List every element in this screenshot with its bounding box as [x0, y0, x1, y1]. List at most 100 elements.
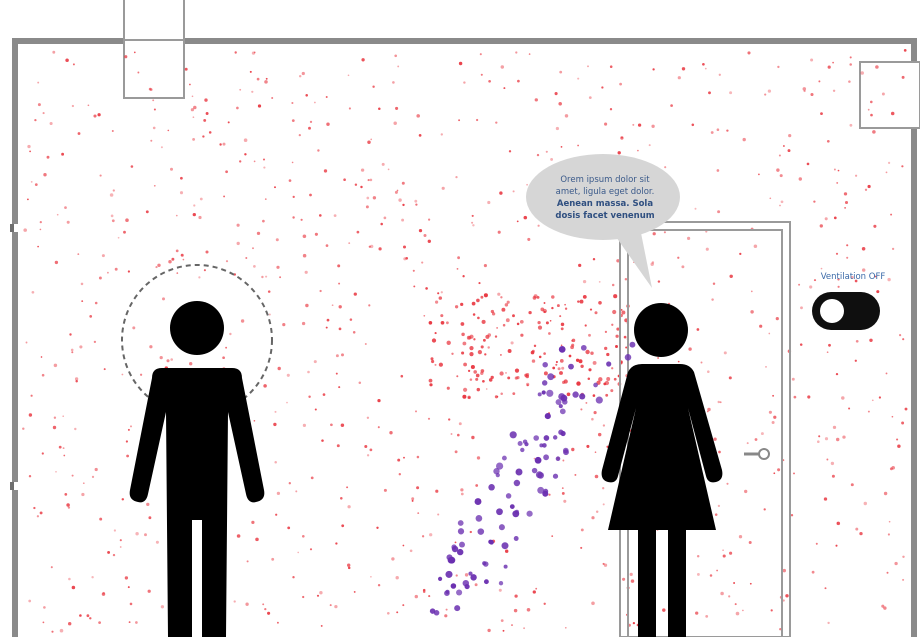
aerosol-particle: [463, 81, 466, 84]
aerosol-particle: [107, 550, 111, 554]
aerosol-particle: [365, 205, 369, 209]
aerosol-particle: [475, 373, 480, 378]
aerosol-particle: [236, 534, 241, 538]
droplet: [489, 539, 494, 545]
aerosol-particle: [589, 308, 593, 311]
aerosol-particle: [488, 79, 491, 83]
aerosol-particle: [568, 354, 572, 358]
aerosol-particle: [124, 576, 129, 580]
aerosol-particle: [148, 516, 152, 520]
aerosol-particle: [602, 487, 605, 490]
aerosol-particle: [184, 67, 188, 71]
aerosol-particle: [733, 582, 736, 584]
droplet: [445, 589, 450, 594]
aerosol-particle: [820, 267, 823, 270]
aerosol-particle: [111, 219, 115, 223]
aerosol-particle: [837, 285, 840, 288]
aerosol-particle: [487, 346, 490, 349]
aerosol-particle: [461, 332, 465, 337]
aerosol-particle: [476, 387, 481, 392]
aerosol-particle: [135, 532, 139, 536]
droplet: [544, 413, 551, 420]
aerosol-particle: [861, 268, 866, 272]
aerosol-particle: [119, 546, 122, 548]
droplet: [558, 404, 563, 409]
aerosol-particle: [125, 440, 129, 443]
aerosol-particle: [604, 330, 608, 334]
aerosol-particle: [890, 111, 895, 116]
droplet: [501, 542, 509, 550]
droplet: [457, 528, 465, 535]
aerosol-particle: [578, 359, 583, 364]
aerosol-particle: [29, 150, 31, 153]
aerosol-particle: [869, 338, 873, 343]
ventilation-toggle[interactable]: [812, 292, 880, 330]
aerosol-particle: [455, 175, 458, 179]
aerosol-particle: [370, 138, 373, 141]
aerosol-particle: [225, 346, 228, 349]
aerosol-particle: [227, 121, 230, 124]
aerosol-particle: [704, 67, 707, 70]
aerosol-particle: [396, 189, 399, 192]
aerosol-particle: [532, 590, 536, 594]
aerosol-particle: [637, 149, 639, 152]
aerosol-particle: [428, 595, 431, 598]
aerosol-particle: [832, 61, 834, 64]
aerosol-particle: [467, 369, 471, 373]
aerosol-particle: [64, 493, 68, 496]
aerosol-particle: [720, 591, 724, 596]
toggle-knob[interactable]: [820, 299, 844, 323]
aerosol-particle: [291, 119, 295, 122]
aerosol-particle: [811, 570, 815, 574]
aerosol-particle: [82, 482, 85, 485]
aerosol-particle: [878, 396, 882, 399]
aerosol-particle: [469, 352, 474, 357]
aerosol-particle: [112, 553, 116, 557]
droplet: [555, 399, 562, 406]
aerosol-particle: [702, 62, 705, 66]
aerosol-particle: [320, 624, 323, 627]
aerosol-particle: [479, 53, 482, 56]
aerosol-particle: [166, 359, 170, 363]
droplet: [505, 493, 512, 499]
aerosol-particle: [576, 381, 581, 386]
aerosol-particle: [487, 628, 491, 633]
aerosol-particle: [423, 314, 426, 317]
aerosol-particle: [152, 126, 156, 130]
droplet: [451, 545, 459, 553]
aerosol-particle: [349, 318, 353, 321]
bubble-line-1: Orem ipsum dolor sit: [560, 175, 650, 185]
aerosol-particle: [101, 592, 106, 596]
droplet: [513, 536, 519, 541]
aerosol-particle: [347, 505, 351, 509]
aerosol-particle: [533, 457, 536, 460]
aerosol-particle: [414, 594, 418, 599]
aerosol-particle: [832, 89, 836, 93]
aerosol-particle: [340, 423, 345, 427]
droplet: [562, 447, 569, 454]
aerosol-particle: [372, 85, 375, 88]
aerosol-particle: [149, 88, 153, 91]
aerosol-particle: [429, 533, 433, 537]
aerosol-particle: [844, 207, 846, 209]
aerosol-particle: [823, 497, 828, 501]
speech-bubble-text: Orem ipsum dolor sit amet, ligula eget d…: [540, 163, 670, 233]
aerosol-particle: [833, 216, 837, 220]
aerosol-particle: [457, 256, 460, 260]
aerosol-particle: [364, 444, 368, 449]
aerosol-particle: [159, 355, 163, 360]
aerosol-particle: [49, 121, 53, 126]
aerosol-particle: [112, 189, 115, 192]
aerosol-particle: [571, 447, 575, 452]
aerosol-particle: [193, 204, 196, 207]
aerosol-particle: [859, 531, 863, 536]
aerosol-particle: [37, 103, 41, 107]
aerosol-particle: [617, 151, 621, 155]
droplet: [541, 390, 546, 395]
aerosol-particle: [464, 573, 469, 577]
aerosol-particle: [434, 332, 437, 335]
door-handle-icon[interactable]: [744, 448, 770, 460]
aerosol-particle: [763, 508, 766, 511]
aerosol-particle: [282, 322, 286, 327]
aerosol-particle: [243, 138, 248, 142]
